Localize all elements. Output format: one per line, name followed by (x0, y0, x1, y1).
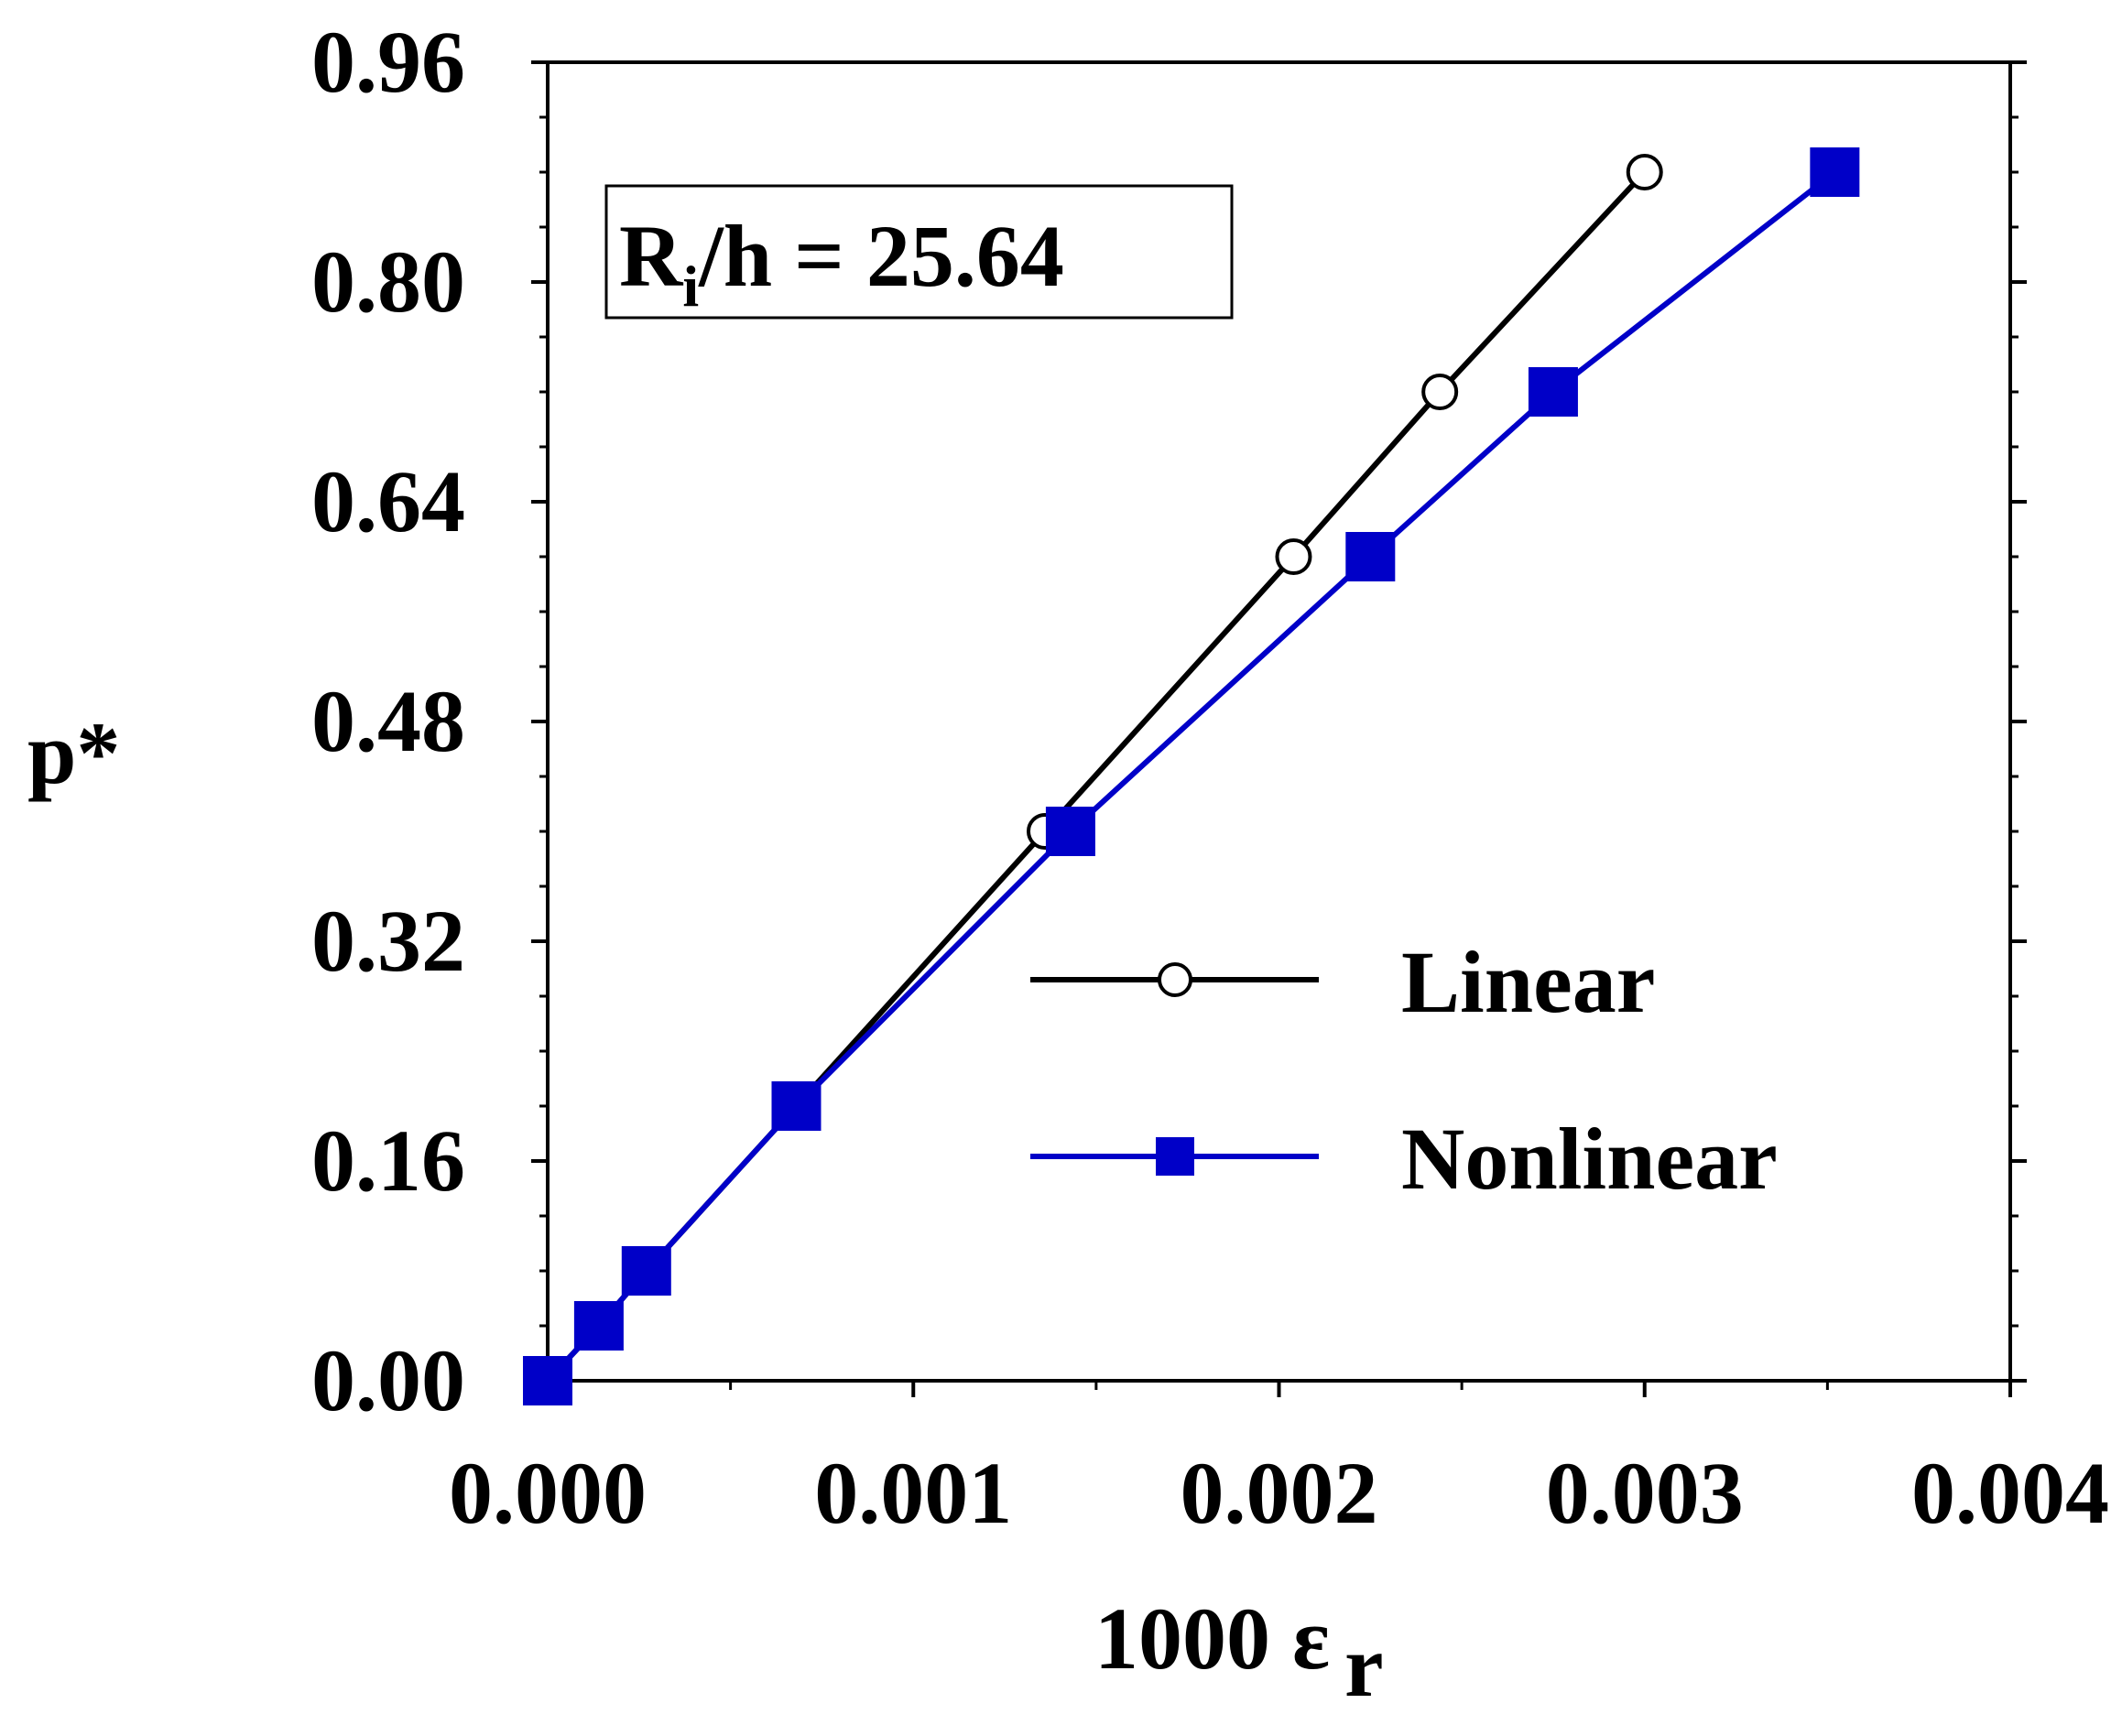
annotation-box: Ri/h = 25.64 (604, 184, 1234, 320)
data-point-nonlinear (621, 1246, 671, 1296)
data-point-nonlinear (523, 1356, 572, 1405)
legend-linear-marker (1158, 962, 1192, 997)
x-tick-label: 0.000 (449, 1444, 647, 1542)
annotation-frame (604, 184, 1234, 320)
legend-nonlinear-label: Nonlinear (1401, 1110, 1778, 1208)
data-point-nonlinear (1345, 532, 1396, 581)
annotation-rest: /h = 25.64 (698, 207, 1064, 305)
y-tick-label: 0.32 (311, 892, 465, 990)
y-tick-label: 0.96 (311, 13, 465, 111)
annotation-subscript: i (682, 254, 699, 319)
data-point-nonlinear (1528, 367, 1578, 417)
data-point-nonlinear (573, 1301, 624, 1351)
data-point-nonlinear (1045, 807, 1095, 856)
y-tick-labels: 0.00 0.16 0.32 0.48 0.64 0.80 0.96 (311, 13, 465, 1429)
x-tick-labels: 0.000 0.001 0.002 0.003 0.004 (449, 1444, 2109, 1542)
x-axis-label-subscript: r (1344, 1617, 1384, 1715)
legend: Linear Nonlinear (1030, 933, 1778, 1208)
y-axis-label: p* (27, 704, 120, 802)
y-tick-label: 0.80 (311, 233, 465, 331)
x-tick-label: 0.004 (1911, 1444, 2109, 1542)
y-tick-label: 0.00 (311, 1331, 465, 1429)
data-point-linear (1626, 154, 1663, 190)
data-point-nonlinear (1810, 147, 1860, 197)
axis-ticks (531, 60, 2027, 1397)
y-tick-label: 0.16 (311, 1112, 465, 1210)
x-axis-label-main: 1000 ε (1094, 1590, 1330, 1687)
annotation-main: R (619, 207, 684, 305)
legend-nonlinear-marker (1156, 1137, 1194, 1176)
data-point-linear (1421, 374, 1459, 410)
series-nonlinear (523, 147, 1860, 1405)
legend-linear-label: Linear (1401, 933, 1655, 1031)
y-tick-label: 0.48 (311, 672, 465, 770)
y-tick-label: 0.64 (311, 452, 465, 550)
annotation-text: Ri/h = 25.64 (619, 207, 1064, 319)
x-tick-label: 0.002 (1181, 1444, 1378, 1542)
data-point-nonlinear (771, 1081, 822, 1131)
x-tick-label: 0.001 (814, 1444, 1012, 1542)
series-layer (523, 147, 1860, 1405)
data-point-linear (1275, 538, 1312, 575)
x-tick-label: 0.003 (1546, 1444, 1744, 1542)
